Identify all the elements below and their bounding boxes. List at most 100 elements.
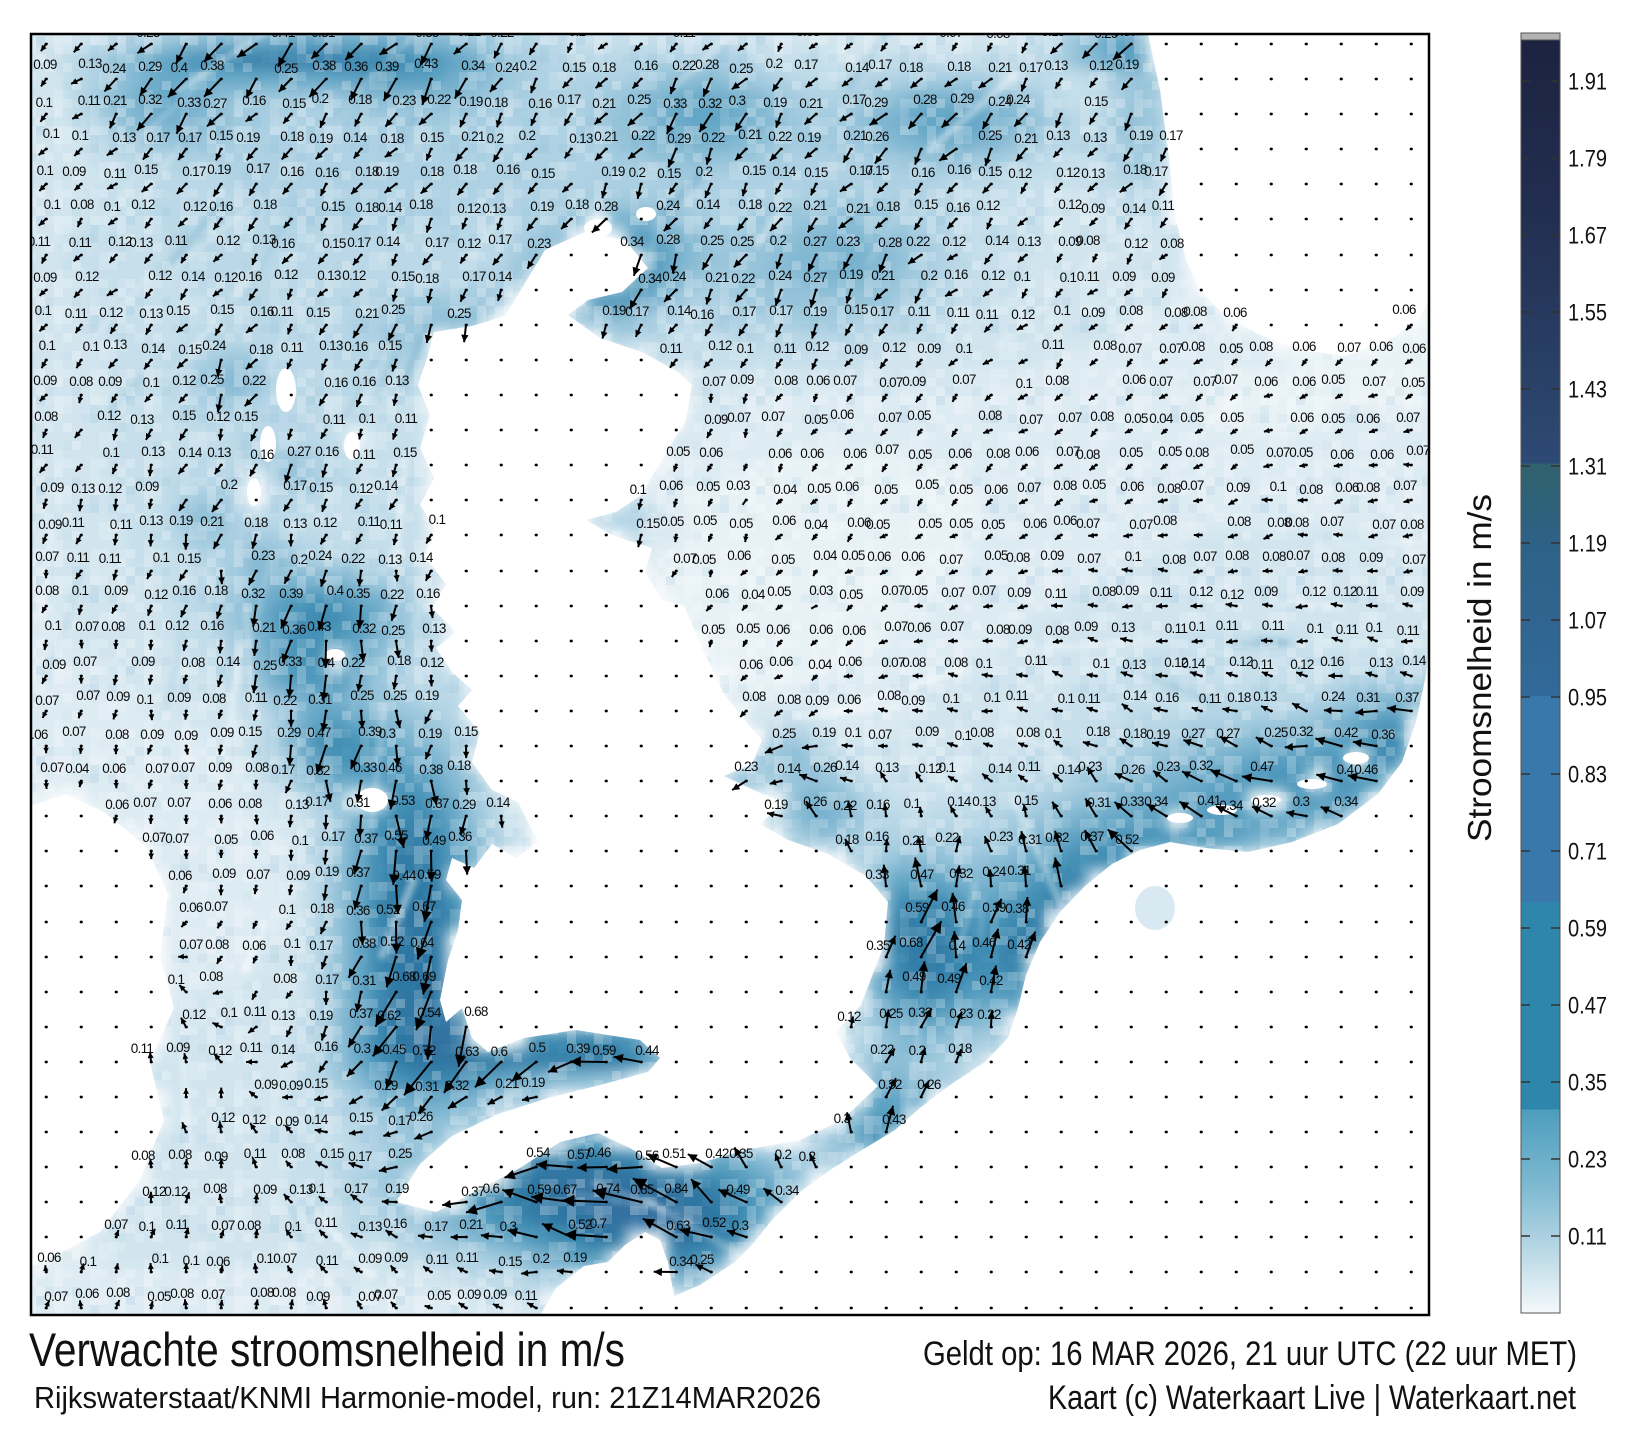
svg-text:0.17: 0.17 bbox=[182, 164, 206, 179]
svg-text:0.16: 0.16 bbox=[344, 339, 368, 354]
svg-text:0.29: 0.29 bbox=[385, 23, 409, 38]
svg-text:0.23: 0.23 bbox=[1568, 1147, 1607, 1174]
svg-text:0.07: 0.07 bbox=[273, 1251, 297, 1266]
svg-text:0.06: 0.06 bbox=[727, 548, 751, 563]
svg-text:0.05: 0.05 bbox=[981, 517, 1005, 532]
svg-text:0.29: 0.29 bbox=[138, 59, 162, 74]
svg-text:0.31: 0.31 bbox=[1007, 863, 1031, 878]
svg-text:0.47: 0.47 bbox=[1250, 759, 1274, 774]
svg-text:0.15: 0.15 bbox=[166, 303, 190, 318]
svg-text:0.23: 0.23 bbox=[527, 236, 551, 251]
svg-text:0.13: 0.13 bbox=[252, 232, 276, 247]
svg-text:0.18: 0.18 bbox=[420, 164, 444, 179]
svg-text:0.16: 0.16 bbox=[250, 304, 274, 319]
svg-text:0.07: 0.07 bbox=[211, 1218, 235, 1233]
svg-text:0.17: 0.17 bbox=[305, 794, 329, 809]
svg-text:0.37: 0.37 bbox=[1080, 829, 1104, 844]
svg-text:0.6: 0.6 bbox=[491, 1044, 508, 1059]
svg-text:0.12: 0.12 bbox=[214, 270, 238, 285]
svg-text:0.14: 0.14 bbox=[696, 197, 721, 212]
svg-text:0.08: 0.08 bbox=[1225, 548, 1249, 563]
svg-text:0.05: 0.05 bbox=[866, 517, 890, 532]
svg-text:0.09: 0.09 bbox=[358, 1251, 382, 1266]
svg-text:0.1: 0.1 bbox=[72, 583, 89, 598]
svg-text:0.09: 0.09 bbox=[902, 374, 926, 389]
svg-text:0.08: 0.08 bbox=[1090, 409, 1114, 424]
svg-text:0.13: 0.13 bbox=[139, 306, 163, 321]
svg-text:0.09: 0.09 bbox=[1040, 548, 1064, 563]
svg-text:0.06: 0.06 bbox=[835, 479, 859, 494]
svg-text:0.11: 0.11 bbox=[62, 515, 85, 530]
svg-text:0.1: 0.1 bbox=[309, 1181, 326, 1196]
svg-text:0.13: 0.13 bbox=[1081, 166, 1105, 181]
svg-text:0.12: 0.12 bbox=[242, 1112, 266, 1127]
svg-text:0.05: 0.05 bbox=[1124, 411, 1148, 426]
svg-text:0.36: 0.36 bbox=[1371, 727, 1395, 742]
svg-text:0.17: 0.17 bbox=[868, 57, 892, 72]
svg-text:0.32: 0.32 bbox=[138, 92, 162, 107]
svg-text:0.07: 0.07 bbox=[1019, 412, 1043, 427]
svg-text:0.07: 0.07 bbox=[75, 619, 99, 634]
svg-text:0.12: 0.12 bbox=[1056, 165, 1080, 180]
svg-text:0.07: 0.07 bbox=[884, 619, 908, 634]
svg-text:0.11: 0.11 bbox=[245, 690, 268, 705]
svg-text:0.12: 0.12 bbox=[1008, 166, 1032, 181]
svg-text:0.18: 0.18 bbox=[244, 515, 268, 530]
svg-text:0.08: 0.08 bbox=[181, 655, 205, 670]
svg-text:0.18: 0.18 bbox=[348, 92, 372, 107]
svg-text:0.08: 0.08 bbox=[877, 688, 901, 703]
svg-text:0.1: 0.1 bbox=[939, 760, 956, 775]
svg-text:0.32: 0.32 bbox=[878, 1077, 902, 1092]
svg-text:0.16: 0.16 bbox=[324, 375, 348, 390]
svg-text:0.19: 0.19 bbox=[309, 131, 333, 146]
svg-text:0.23: 0.23 bbox=[1078, 759, 1102, 774]
svg-text:0.14: 0.14 bbox=[178, 445, 203, 460]
svg-text:0.12: 0.12 bbox=[342, 268, 366, 283]
svg-text:0.56: 0.56 bbox=[635, 1148, 659, 1163]
svg-text:0.08: 0.08 bbox=[986, 446, 1010, 461]
svg-text:0.39: 0.39 bbox=[375, 59, 399, 74]
svg-text:0.05: 0.05 bbox=[908, 447, 932, 462]
svg-text:0.32: 0.32 bbox=[698, 96, 722, 111]
svg-text:0.16: 0.16 bbox=[315, 165, 339, 180]
svg-text:0.27: 0.27 bbox=[803, 234, 827, 249]
svg-text:0.07: 0.07 bbox=[201, 1287, 225, 1302]
svg-text:0.12: 0.12 bbox=[98, 481, 122, 496]
svg-text:0.09: 0.09 bbox=[1074, 619, 1098, 634]
svg-text:0.74: 0.74 bbox=[596, 1181, 621, 1196]
svg-text:0.09: 0.09 bbox=[166, 1040, 190, 1055]
svg-text:0.11: 0.11 bbox=[395, 411, 418, 426]
svg-text:0.17: 0.17 bbox=[1019, 60, 1043, 75]
svg-text:0.35: 0.35 bbox=[346, 586, 370, 601]
svg-text:0.08: 0.08 bbox=[742, 689, 766, 704]
svg-text:0.28: 0.28 bbox=[695, 57, 719, 72]
svg-text:0.35: 0.35 bbox=[866, 938, 890, 953]
svg-text:0.14: 0.14 bbox=[985, 233, 1010, 248]
svg-text:0.06: 0.06 bbox=[809, 622, 833, 637]
svg-text:0.09: 0.09 bbox=[131, 654, 155, 669]
svg-text:0.11: 0.11 bbox=[976, 307, 999, 322]
svg-text:0.36: 0.36 bbox=[344, 59, 368, 74]
svg-text:0.11: 0.11 bbox=[358, 514, 381, 529]
svg-text:0.08: 0.08 bbox=[170, 1286, 194, 1301]
svg-text:0.3: 0.3 bbox=[729, 93, 746, 108]
svg-text:0.08: 0.08 bbox=[281, 1146, 305, 1161]
svg-text:0.49: 0.49 bbox=[422, 833, 446, 848]
svg-text:0.15: 0.15 bbox=[1084, 94, 1108, 109]
svg-text:0.34: 0.34 bbox=[461, 58, 486, 73]
svg-text:0.11: 0.11 bbox=[1165, 621, 1188, 636]
svg-text:0.06: 0.06 bbox=[847, 515, 871, 530]
svg-text:0.08: 0.08 bbox=[202, 691, 226, 706]
svg-text:0.09: 0.09 bbox=[1359, 550, 1383, 565]
svg-text:0.08: 0.08 bbox=[1045, 623, 1069, 638]
svg-text:0.05: 0.05 bbox=[1180, 410, 1204, 425]
svg-text:0.06: 0.06 bbox=[208, 796, 232, 811]
svg-text:0.08: 0.08 bbox=[1262, 549, 1286, 564]
svg-text:0.14: 0.14 bbox=[181, 269, 206, 284]
svg-text:0.06: 0.06 bbox=[1370, 447, 1394, 462]
svg-text:0.07: 0.07 bbox=[941, 585, 965, 600]
svg-text:0.24: 0.24 bbox=[202, 338, 227, 353]
svg-text:0.25: 0.25 bbox=[1264, 725, 1288, 740]
svg-text:0.06: 0.06 bbox=[1254, 374, 1278, 389]
svg-text:0.1: 0.1 bbox=[43, 126, 60, 141]
